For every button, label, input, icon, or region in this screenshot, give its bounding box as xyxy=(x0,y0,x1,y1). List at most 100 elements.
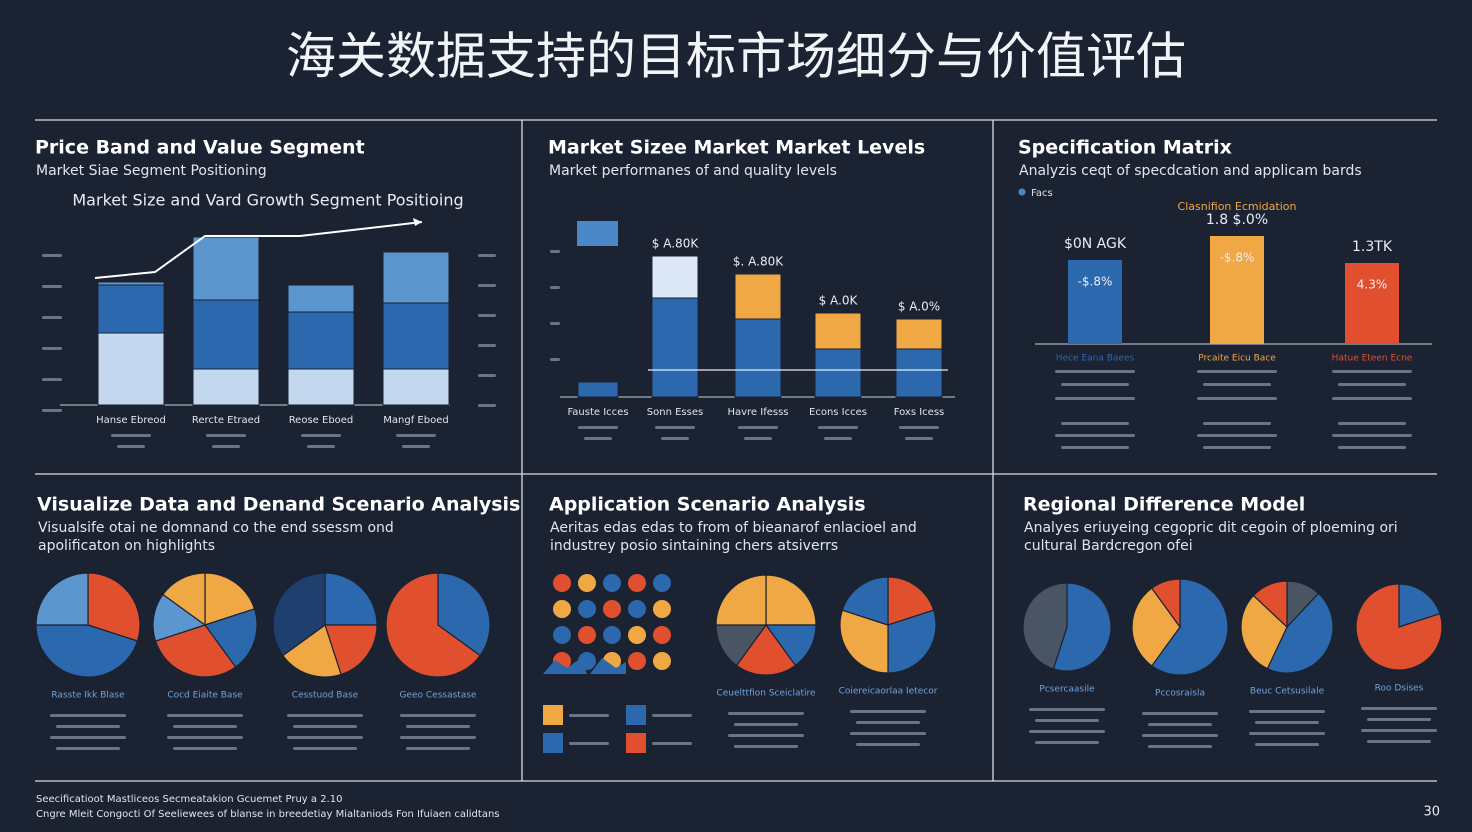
panel-subtitle: Market performanes of and quality levels xyxy=(549,163,837,179)
icon xyxy=(553,574,571,592)
text-placeholder xyxy=(1142,734,1218,737)
x-tick-label: Hanse Ebreod xyxy=(96,415,166,426)
text-placeholder xyxy=(899,426,939,429)
bar-segment xyxy=(287,368,355,406)
pie-slice xyxy=(385,572,481,678)
pie-slice xyxy=(324,572,378,626)
x-tick-label: Hece Eana Baees xyxy=(1056,354,1135,364)
text-placeholder xyxy=(728,734,804,737)
text-placeholder xyxy=(578,426,618,429)
pie-caption: Cocd Eiaite Base xyxy=(167,691,243,701)
pie-caption: Beuc Cetsusilale xyxy=(1250,687,1325,697)
pie-caption: Coiereicaorlaa Ietecor xyxy=(839,687,938,697)
legend-swatch xyxy=(543,733,563,753)
pie-slice xyxy=(282,624,342,678)
bar-segment xyxy=(382,368,450,406)
text-placeholder xyxy=(206,434,246,437)
text-placeholder xyxy=(1338,422,1406,425)
text-placeholder xyxy=(406,747,470,750)
bar-segment xyxy=(651,255,699,299)
panel-title: Regional Difference Model xyxy=(1023,494,1305,516)
text-placeholder xyxy=(42,285,62,288)
bar-segment xyxy=(287,284,355,313)
pie-slice xyxy=(1252,580,1288,629)
pie-slice xyxy=(87,572,141,642)
text-placeholder xyxy=(293,725,357,728)
text-placeholder xyxy=(478,254,496,257)
x-tick-label: Econs Icces xyxy=(809,407,867,418)
text-placeholder xyxy=(1255,721,1319,724)
pie-slice xyxy=(1022,582,1068,670)
bar xyxy=(1345,263,1399,344)
text-placeholder xyxy=(1197,434,1277,437)
x-tick-label: Foxs Icess xyxy=(894,407,945,418)
text-placeholder xyxy=(652,714,692,717)
text-placeholder xyxy=(734,723,798,726)
footer-line: Seecificatioot Mastliceos Secmeatakion G… xyxy=(36,794,342,805)
text-placeholder xyxy=(117,445,145,448)
icon xyxy=(653,626,671,644)
panel-subtitle: apolificaton on highlights xyxy=(38,538,215,554)
pie-slice xyxy=(1131,587,1181,667)
legend-swatch xyxy=(577,221,618,246)
text-placeholder xyxy=(1338,446,1406,449)
text-placeholder xyxy=(1055,370,1135,373)
text-placeholder xyxy=(478,284,496,287)
panel-subtitle: Analyes eriuyeing cegopric dit cegoin of… xyxy=(1024,520,1398,536)
text-placeholder xyxy=(478,374,496,377)
icon xyxy=(628,626,646,644)
text-placeholder xyxy=(734,745,798,748)
footer-line: Cngre Mleit Congocti Of Seeliewees of bl… xyxy=(36,809,500,820)
pie-caption: Pcsercaasile xyxy=(1039,685,1095,695)
text-placeholder xyxy=(56,747,120,750)
pie-slice xyxy=(1398,583,1441,628)
text-placeholder xyxy=(1197,397,1277,400)
text-placeholder xyxy=(1029,730,1105,733)
text-placeholder xyxy=(1255,743,1319,746)
text-placeholder xyxy=(1061,422,1129,425)
bar-annotation: $ A.0% xyxy=(898,300,940,314)
bar-annotation: $0N AGK xyxy=(1064,236,1127,252)
bar-annotation: $. A.80K xyxy=(733,255,784,269)
bar-segment xyxy=(895,318,943,350)
text-placeholder xyxy=(818,426,858,429)
text-placeholder xyxy=(1142,712,1218,715)
pie-slice xyxy=(437,572,491,657)
text-placeholder xyxy=(1148,723,1212,726)
pie-slice xyxy=(839,609,889,674)
panel-title: Visualize Data and Denand Scenario Analy… xyxy=(37,494,520,516)
text-placeholder xyxy=(42,316,62,319)
x-tick-label: Rercte Etraed xyxy=(192,415,260,426)
text-placeholder xyxy=(111,434,151,437)
panel-subtitle: Visualsife otai ne domnand co the end ss… xyxy=(38,520,394,536)
text-placeholder xyxy=(744,437,772,440)
text-placeholder xyxy=(173,747,237,750)
bar-annotation: $ A.0K xyxy=(819,294,859,308)
bar-inner-label: -$.8% xyxy=(1078,275,1113,289)
icon xyxy=(543,658,587,674)
pie-slice xyxy=(841,576,889,626)
x-tick-label: Prcaite Eicu Bace xyxy=(1198,354,1276,364)
pie-slice xyxy=(1150,578,1181,629)
text-placeholder xyxy=(856,721,920,724)
pie-slice xyxy=(35,572,89,626)
trend-line xyxy=(94,221,423,279)
legend-dot xyxy=(1018,188,1026,196)
text-placeholder xyxy=(1061,446,1129,449)
panel-subtitle: cultural Bardcregon ofei xyxy=(1024,538,1193,554)
icon xyxy=(590,658,626,674)
pie-slice xyxy=(887,576,935,626)
text-placeholder xyxy=(173,725,237,728)
text-placeholder xyxy=(406,725,470,728)
legend-label: Facs xyxy=(1031,188,1053,199)
icon xyxy=(628,574,646,592)
text-placeholder xyxy=(1361,729,1437,732)
text-placeholder xyxy=(42,347,62,350)
text-placeholder xyxy=(1203,383,1271,386)
text-placeholder xyxy=(478,314,496,317)
pie-caption: Ceuelttfion Sceiclatire xyxy=(716,689,816,699)
pie-caption: Geeo Cessastase xyxy=(399,691,477,701)
text-placeholder xyxy=(1332,370,1412,373)
chart-headline: Clasnifion Ecmidation xyxy=(1178,200,1297,213)
